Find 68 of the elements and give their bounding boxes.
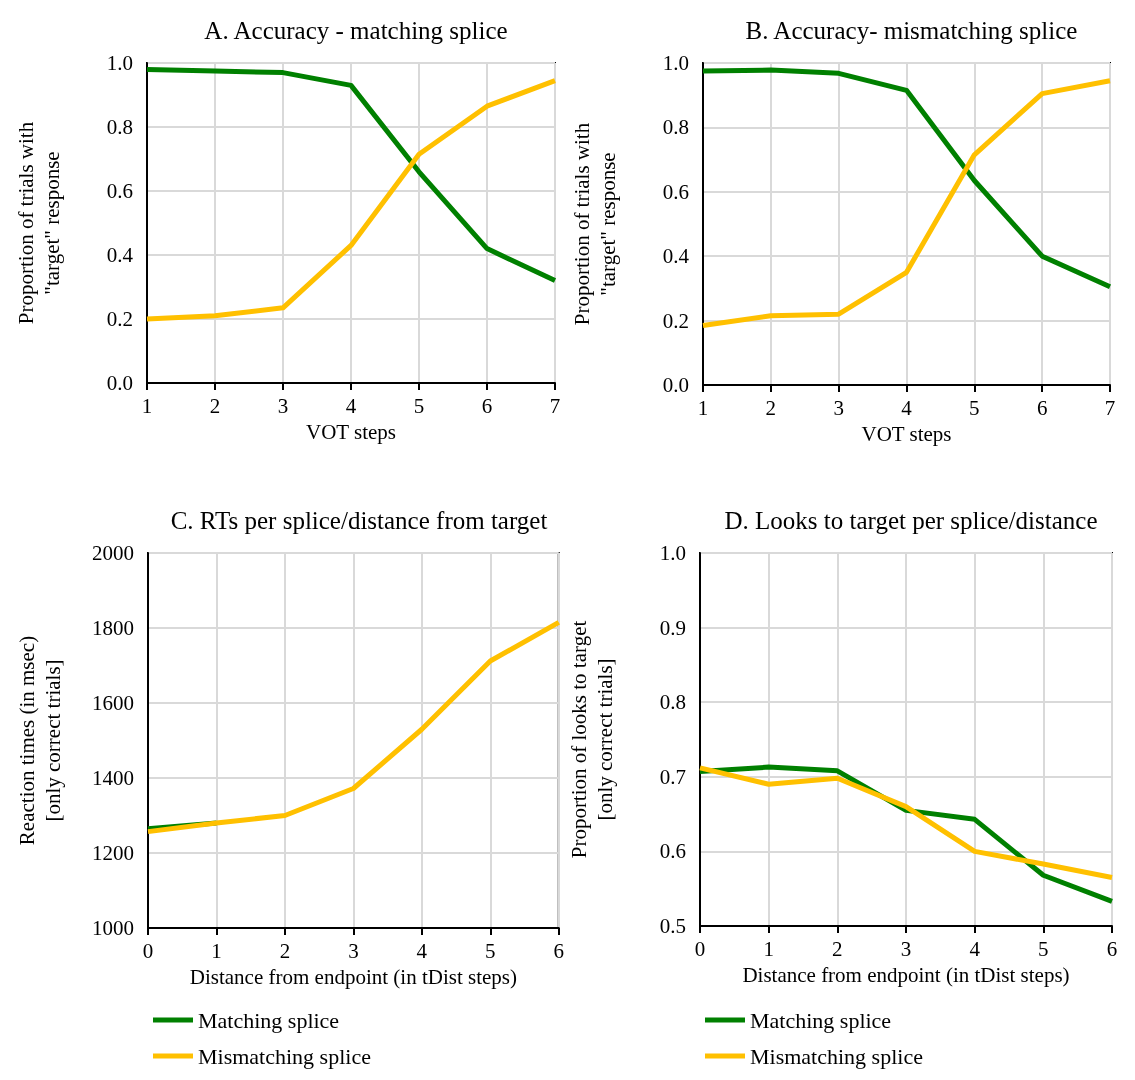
y-tick-label: 1.0: [662, 51, 689, 75]
y-tick-label: 0.4: [662, 244, 690, 269]
x-tick-label: 0: [694, 936, 706, 961]
chart-title: B. Accuracy- mismatching splice: [745, 17, 1078, 44]
y-tick-label: 0.2: [662, 308, 689, 333]
x-tick-label: 7: [1104, 395, 1116, 420]
x-tick-label: 1: [211, 938, 222, 963]
x-tick-label: 4: [345, 393, 357, 418]
x-axis-title: Distance from endpoint (in tDist steps): [742, 962, 1070, 987]
y-tick-label: 1200: [92, 841, 134, 865]
y-tick-label: 1000: [92, 916, 134, 940]
y-axis-title: Proportion of trials with "target" response: [570, 122, 620, 326]
x-tick-label: 3: [900, 936, 912, 961]
x-tick-label: 3: [277, 393, 289, 418]
x-tick-label: 1: [141, 393, 153, 418]
x-axis-title: VOT steps: [305, 419, 397, 444]
y-tick-label: 1.0: [659, 541, 686, 565]
x-tick-label: 6: [1106, 936, 1118, 961]
x-tick-label: 5: [485, 938, 496, 963]
x-tick-label: 5: [413, 393, 425, 418]
y-tick-label: 0.4: [106, 243, 134, 267]
legend-label: Matching splice: [750, 1007, 892, 1033]
x-tick-label: 2: [279, 938, 291, 963]
y-tick-label: 0.0: [662, 373, 689, 397]
legend-label: Mismatching splice: [750, 1043, 923, 1069]
chart-title: C. RTs per splice/distance from target: [170, 507, 548, 534]
y-tick-label: 0.6: [106, 179, 133, 203]
y-tick-label: 0.8: [659, 690, 686, 715]
x-tick-label: 2: [832, 936, 843, 961]
y-tick-label: 1400: [92, 766, 134, 790]
y-tick-label: 1600: [92, 691, 134, 715]
y-tick-label: 0.7: [659, 764, 686, 789]
x-tick-label: 4: [416, 938, 428, 963]
y-tick-label: 0.2: [106, 307, 133, 331]
y-tick-label: 0.6: [662, 179, 689, 204]
y-axis-title: Proportion of trials with "target" response: [14, 121, 64, 325]
y-axis-title: Reaction times (in msec) [only correct trials]: [15, 635, 65, 846]
x-tick-label: 6: [553, 938, 564, 963]
y-tick-label: 0.8: [106, 115, 133, 139]
x-axis-title: Distance from endpoint (in tDist steps): [189, 964, 517, 989]
x-tick-label: 2: [765, 395, 777, 420]
legend-label: Mismatching splice: [198, 1043, 371, 1069]
chart-title: A. Accuracy - matching splice: [204, 17, 508, 44]
x-tick-label: 3: [833, 395, 844, 420]
y-tick-label: 1800: [92, 616, 134, 640]
x-tick-label: 3: [348, 938, 359, 963]
x-tick-label: 2: [209, 393, 221, 418]
legend-label: Matching splice: [198, 1007, 340, 1033]
y-tick-label: 0.8: [662, 115, 689, 140]
y-tick-label: 0.0: [106, 371, 133, 395]
y-tick-label: 2000: [92, 541, 134, 565]
x-tick-label: 5: [1038, 936, 1049, 961]
chart-title: D. Looks to target per splice/distance: [724, 507, 1098, 534]
x-tick-label: 4: [969, 936, 981, 961]
x-tick-label: 5: [969, 395, 980, 420]
x-tick-label: 1: [697, 395, 709, 420]
x-axis-title: VOT steps: [861, 421, 952, 446]
y-axis-title: Proportion of looks to target [only correct trials]: [567, 620, 617, 859]
x-tick-label: 6: [481, 393, 493, 418]
x-tick-label: 7: [549, 393, 561, 418]
y-tick-label: 0.5: [659, 914, 686, 938]
x-tick-label: 6: [1036, 395, 1048, 420]
y-tick-label: 0.6: [659, 839, 686, 864]
x-tick-label: 0: [142, 938, 154, 963]
x-tick-label: 1: [763, 936, 774, 961]
y-tick-label: 0.9: [659, 615, 686, 640]
y-tick-label: 1.0: [106, 51, 133, 75]
x-tick-label: 4: [901, 395, 913, 420]
